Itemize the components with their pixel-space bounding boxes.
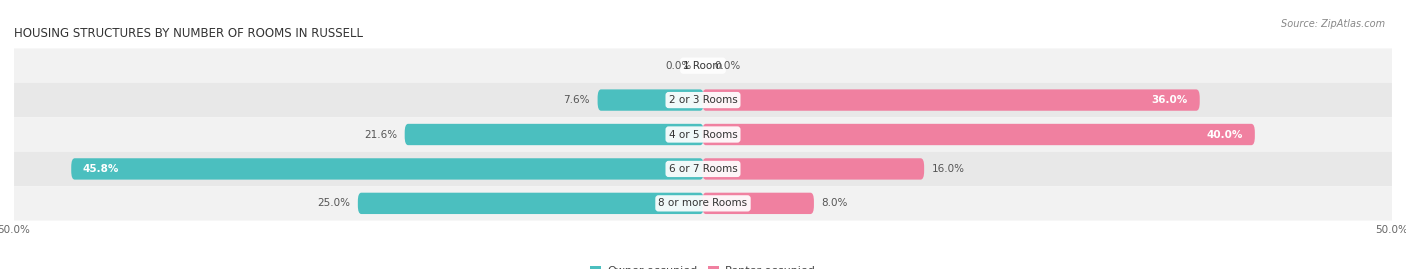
- Text: 8 or more Rooms: 8 or more Rooms: [658, 198, 748, 208]
- Text: HOUSING STRUCTURES BY NUMBER OF ROOMS IN RUSSELL: HOUSING STRUCTURES BY NUMBER OF ROOMS IN…: [14, 27, 363, 40]
- FancyBboxPatch shape: [14, 117, 1392, 152]
- Text: 7.6%: 7.6%: [564, 95, 591, 105]
- Text: 4 or 5 Rooms: 4 or 5 Rooms: [669, 129, 737, 140]
- Text: 1 Room: 1 Room: [683, 61, 723, 71]
- Text: Source: ZipAtlas.com: Source: ZipAtlas.com: [1281, 19, 1385, 29]
- Text: 21.6%: 21.6%: [364, 129, 396, 140]
- Text: 2 or 3 Rooms: 2 or 3 Rooms: [669, 95, 737, 105]
- Legend: Owner-occupied, Renter-occupied: Owner-occupied, Renter-occupied: [586, 261, 820, 269]
- Text: 36.0%: 36.0%: [1152, 95, 1188, 105]
- FancyBboxPatch shape: [703, 124, 1254, 145]
- Text: 40.0%: 40.0%: [1206, 129, 1243, 140]
- FancyBboxPatch shape: [703, 193, 814, 214]
- FancyBboxPatch shape: [359, 193, 703, 214]
- Text: 6 or 7 Rooms: 6 or 7 Rooms: [669, 164, 737, 174]
- FancyBboxPatch shape: [703, 158, 924, 180]
- FancyBboxPatch shape: [14, 186, 1392, 221]
- Text: 25.0%: 25.0%: [318, 198, 350, 208]
- Text: 45.8%: 45.8%: [83, 164, 120, 174]
- FancyBboxPatch shape: [14, 48, 1392, 83]
- FancyBboxPatch shape: [14, 152, 1392, 186]
- FancyBboxPatch shape: [72, 158, 703, 180]
- FancyBboxPatch shape: [598, 89, 703, 111]
- FancyBboxPatch shape: [703, 89, 1199, 111]
- FancyBboxPatch shape: [405, 124, 703, 145]
- Text: 0.0%: 0.0%: [714, 61, 741, 71]
- Text: 0.0%: 0.0%: [665, 61, 692, 71]
- Text: 16.0%: 16.0%: [932, 164, 965, 174]
- FancyBboxPatch shape: [14, 83, 1392, 117]
- Text: 8.0%: 8.0%: [821, 198, 848, 208]
